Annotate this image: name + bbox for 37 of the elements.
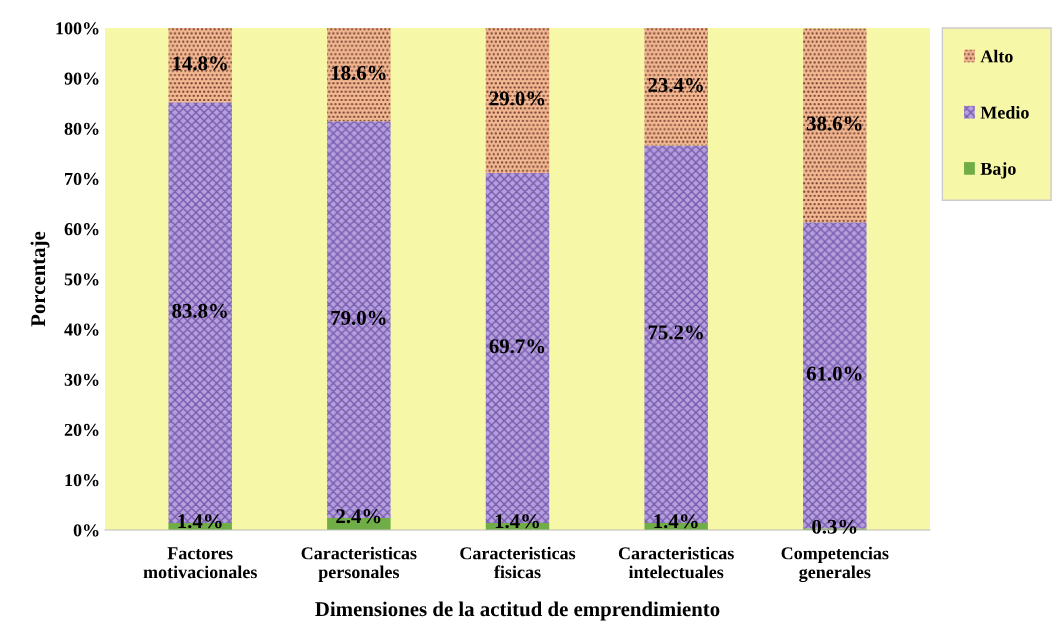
y-tick-label: 90% <box>64 72 99 85</box>
data-label: 29.0% <box>489 91 545 106</box>
y-tick-label: 20% <box>64 423 99 437</box>
legend-label: Medio <box>980 105 1029 119</box>
bar <box>803 28 867 223</box>
y-tick-label: 10% <box>65 474 99 487</box>
data-label: 61.0% <box>806 366 862 381</box>
x-axis-title: Dimensiones de la actitud de emprendimiento <box>315 601 720 621</box>
data-label: 0.3% <box>812 519 857 534</box>
data-label: 38.6% <box>806 116 862 131</box>
data-label: 18.6% <box>331 65 386 80</box>
y-tick-label: 70% <box>65 172 99 186</box>
data-label: 83.8% <box>172 303 227 318</box>
x-tick-label: Factores motivacionales <box>143 547 257 579</box>
data-label: 14.8% <box>173 56 227 71</box>
bar <box>327 28 391 122</box>
x-tick-label: Caracteristicas fisicas <box>460 546 576 579</box>
legend-label: Bajo <box>980 162 1016 179</box>
bar <box>168 28 232 103</box>
y-tick-label: 50% <box>64 273 99 286</box>
x-tick-label: Caracteristicas intelectuales <box>618 546 734 579</box>
y-tick-label: 0% <box>73 524 99 537</box>
data-label: 23.4% <box>648 77 703 93</box>
bar <box>644 28 708 146</box>
x-tick-label: Caracteristicas personales <box>301 546 417 582</box>
data-label: 75.2% <box>648 325 703 340</box>
data-label: 79.0% <box>331 310 386 325</box>
y-tick-label: 80% <box>64 122 99 135</box>
data-label: 69.7% <box>489 339 545 354</box>
y-tick-label: 30% <box>64 373 99 386</box>
y-tick-label: 100% <box>56 22 99 35</box>
y-axis-title: Porcentaje <box>30 231 50 327</box>
y-tick-label: 60% <box>64 223 99 236</box>
y-tick-label: 40% <box>64 323 99 336</box>
legend-label: Alto <box>980 49 1013 63</box>
bar <box>485 28 550 174</box>
x-tick-label: Competencias generales <box>781 546 889 583</box>
